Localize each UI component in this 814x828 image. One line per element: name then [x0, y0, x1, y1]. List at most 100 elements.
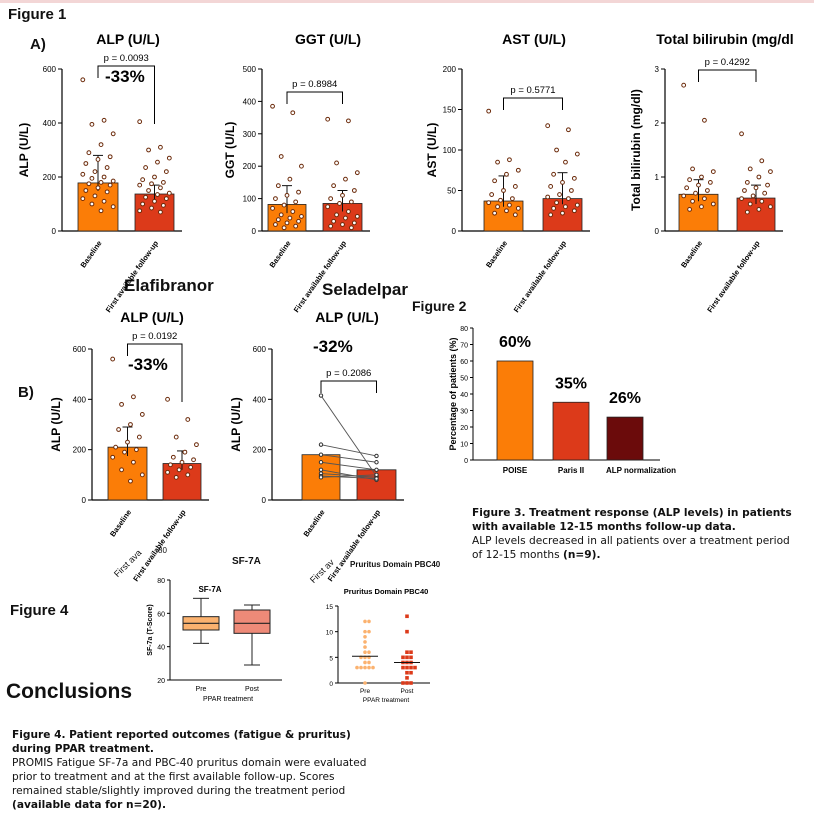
bar-poise — [496, 360, 534, 461]
y-tick-label: 300 — [243, 130, 257, 139]
y-tick-label: 50 — [460, 376, 468, 383]
data-point — [152, 174, 157, 180]
y-tick-label: 200 — [243, 162, 257, 171]
p-value: p = 0.8984 — [292, 79, 337, 90]
data-point — [168, 462, 173, 468]
data-point — [296, 218, 301, 224]
data-point — [702, 117, 707, 123]
p-bracket — [97, 65, 155, 124]
data-point — [405, 681, 409, 685]
data-point — [137, 119, 143, 125]
data-point — [146, 188, 151, 193]
data-point — [104, 165, 110, 170]
data-point — [86, 150, 92, 156]
data-point — [194, 442, 199, 448]
x-tick-label: Paris II — [558, 466, 584, 475]
data-point — [348, 225, 354, 231]
data-point — [140, 201, 146, 207]
data-point — [86, 181, 92, 187]
y-tick-label: 80 — [460, 326, 468, 333]
data-point — [173, 434, 179, 440]
data-point — [566, 127, 571, 133]
data-point — [83, 161, 89, 166]
data-point — [571, 208, 577, 214]
data-point — [158, 185, 163, 191]
data-point — [492, 178, 498, 184]
data-point — [119, 401, 124, 407]
y-tick-label: 20 — [157, 678, 165, 685]
data-point — [185, 472, 191, 478]
data-point — [163, 169, 169, 175]
data-point — [318, 475, 324, 480]
x-tick-label: POISE — [503, 466, 528, 475]
y-tick-label: 400 — [43, 119, 57, 128]
data-point — [690, 166, 695, 172]
y-tick-label: 0 — [452, 227, 457, 236]
bar-value-label: 60% — [499, 334, 531, 351]
chart-title: Total bilirubin (mg/dl — [656, 31, 793, 47]
data-point — [98, 142, 104, 148]
paired-line — [320, 444, 377, 457]
data-point — [128, 422, 133, 427]
data-point — [704, 188, 710, 193]
y-tick-label: 500 — [243, 65, 257, 74]
data-point — [287, 215, 293, 221]
caption4-title: Figure 4. Patient reported outcomes (fat… — [12, 729, 351, 755]
y-tick-label: 0 — [52, 227, 57, 236]
y-tick-label: 1 — [655, 173, 660, 182]
data-point — [158, 209, 163, 215]
p-bracket — [127, 343, 183, 402]
data-point — [495, 204, 500, 210]
data-point — [351, 188, 357, 193]
data-point — [354, 170, 360, 176]
data-point — [80, 171, 86, 177]
data-point — [95, 157, 101, 162]
data-point — [191, 457, 196, 463]
data-point — [155, 192, 160, 197]
data-point — [762, 190, 768, 196]
data-point — [486, 200, 492, 206]
data-point — [139, 412, 145, 417]
data-point — [95, 185, 101, 191]
data-point — [512, 212, 518, 218]
data-point — [492, 210, 498, 216]
paired-line — [320, 454, 377, 463]
p-value: p = 0.4292 — [705, 57, 750, 68]
data-point — [568, 188, 574, 193]
data-point — [125, 439, 130, 445]
data-point — [275, 217, 281, 223]
data-point — [146, 147, 151, 153]
data-point — [110, 131, 116, 137]
data-point — [80, 196, 86, 202]
y-tick-label: 100 — [243, 195, 257, 204]
data-point — [512, 184, 518, 189]
data-point — [131, 394, 136, 400]
data-point — [270, 103, 275, 109]
x-tick-label: Post — [245, 686, 259, 693]
seladelpar-label: Seladelpar — [322, 280, 408, 299]
y-tick-label: 80 — [157, 578, 165, 585]
p-bracket — [698, 69, 757, 82]
x-axis-label: PPAR treatment — [203, 696, 253, 703]
data-point — [337, 201, 342, 206]
caption-figure3: Figure 3. Treatment response (ALP levels… — [472, 506, 802, 562]
data-point — [405, 655, 409, 660]
data-point — [560, 180, 565, 185]
data-point — [137, 182, 143, 188]
chart-title: SF-7A — [198, 585, 221, 594]
data-point — [158, 144, 163, 150]
y-tick-label: 3 — [655, 65, 660, 74]
data-point — [110, 178, 116, 184]
x-tick-label: ALP normalization — [606, 466, 676, 475]
data-point — [699, 204, 704, 210]
caption-figure4: Figure 4. Patient reported outcomes (fat… — [12, 728, 384, 812]
y-tick-label: 0 — [464, 458, 468, 465]
data-point — [759, 198, 765, 204]
data-point — [693, 190, 698, 196]
caption3-n: (n=9). — [563, 549, 601, 561]
p-bracket — [503, 97, 563, 110]
data-point — [367, 629, 371, 634]
data-point — [188, 464, 194, 470]
